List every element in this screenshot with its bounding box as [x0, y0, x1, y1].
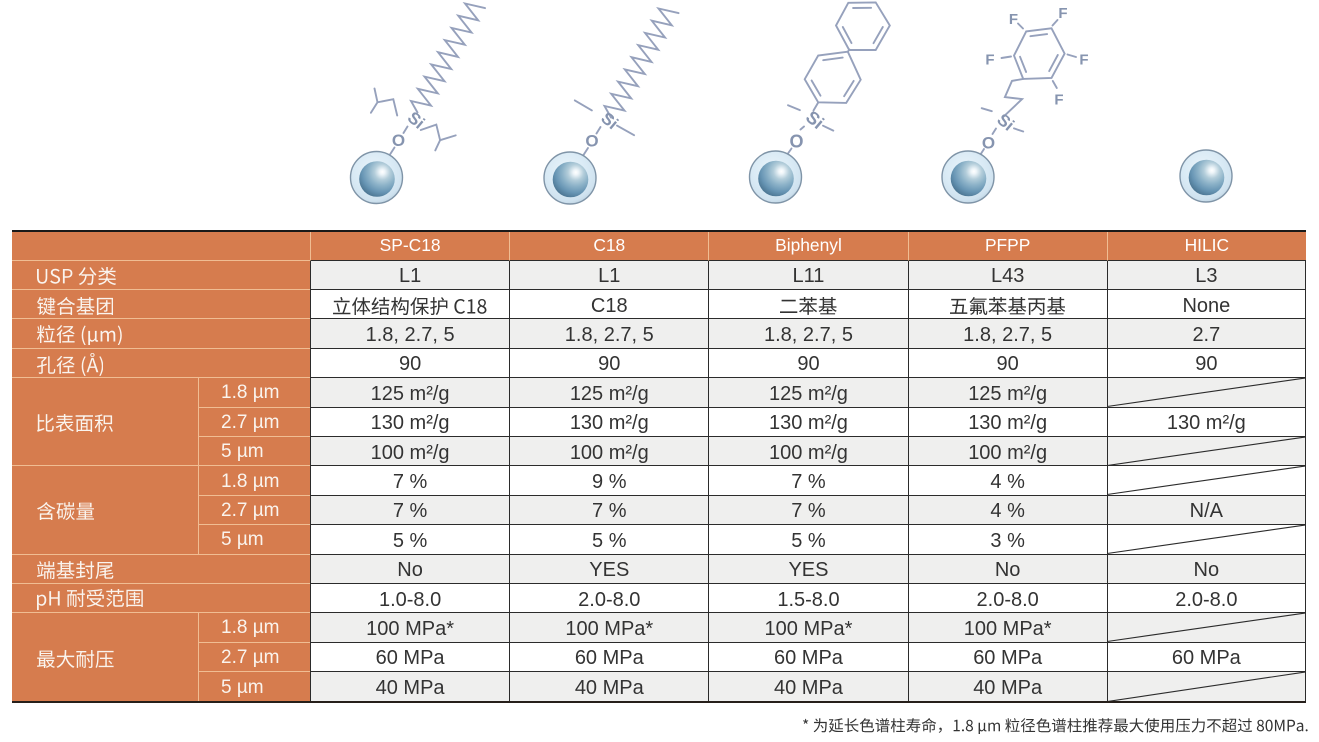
svg-text:F: F: [1054, 92, 1063, 109]
svg-text:O: O: [392, 131, 405, 150]
svg-text:F: F: [1079, 52, 1088, 69]
svg-text:F: F: [1009, 11, 1018, 28]
svg-text:O: O: [789, 132, 803, 152]
svg-text:O: O: [585, 132, 598, 151]
svg-text:Si: Si: [802, 107, 828, 133]
svg-text:Si: Si: [993, 110, 1018, 135]
svg-text:O: O: [982, 134, 995, 153]
svg-text:Si: Si: [597, 108, 622, 133]
svg-text:F: F: [985, 52, 994, 69]
svg-text:F: F: [1058, 5, 1067, 22]
